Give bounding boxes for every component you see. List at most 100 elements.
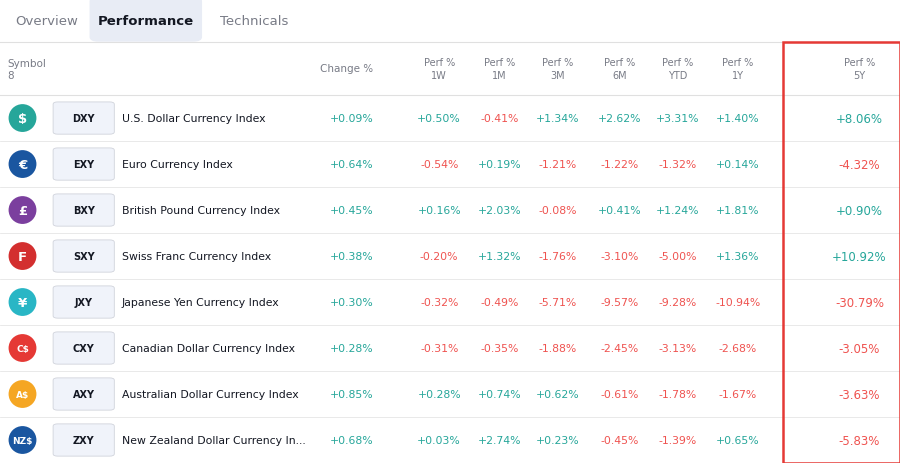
Ellipse shape bbox=[9, 288, 36, 316]
Text: -2.68%: -2.68% bbox=[719, 343, 757, 353]
Text: AXY: AXY bbox=[73, 389, 94, 399]
Text: -1.76%: -1.76% bbox=[539, 251, 577, 262]
FancyBboxPatch shape bbox=[53, 149, 114, 181]
Text: ¥: ¥ bbox=[18, 296, 27, 309]
Text: F: F bbox=[18, 250, 27, 263]
Text: -0.61%: -0.61% bbox=[600, 389, 638, 399]
Text: -0.08%: -0.08% bbox=[539, 206, 577, 216]
Text: 8: 8 bbox=[7, 71, 14, 81]
Bar bbox=[783, 43, 900, 463]
Text: -2.45%: -2.45% bbox=[600, 343, 638, 353]
Text: British Pound Currency Index: British Pound Currency Index bbox=[122, 206, 280, 216]
FancyBboxPatch shape bbox=[0, 142, 900, 188]
FancyBboxPatch shape bbox=[0, 43, 900, 96]
Text: -1.39%: -1.39% bbox=[659, 435, 697, 445]
Text: +2.62%: +2.62% bbox=[598, 114, 641, 124]
FancyBboxPatch shape bbox=[0, 188, 900, 233]
Text: -1.21%: -1.21% bbox=[539, 160, 577, 169]
Text: +0.14%: +0.14% bbox=[716, 160, 760, 169]
Text: -3.63%: -3.63% bbox=[839, 388, 880, 400]
Text: -3.13%: -3.13% bbox=[659, 343, 697, 353]
FancyBboxPatch shape bbox=[0, 417, 900, 463]
Text: CXY: CXY bbox=[73, 343, 94, 353]
FancyBboxPatch shape bbox=[0, 96, 900, 142]
Text: Perf %
6M: Perf % 6M bbox=[604, 58, 634, 81]
Text: U.S. Dollar Currency Index: U.S. Dollar Currency Index bbox=[122, 114, 265, 124]
Text: -3.05%: -3.05% bbox=[839, 342, 880, 355]
Text: NZ$: NZ$ bbox=[13, 436, 32, 444]
Text: Performance: Performance bbox=[98, 15, 194, 28]
FancyBboxPatch shape bbox=[0, 371, 900, 417]
Text: +2.03%: +2.03% bbox=[478, 206, 521, 216]
FancyBboxPatch shape bbox=[0, 233, 900, 279]
Text: +0.23%: +0.23% bbox=[536, 435, 580, 445]
Ellipse shape bbox=[9, 334, 36, 362]
Text: -1.88%: -1.88% bbox=[539, 343, 577, 353]
Text: +8.06%: +8.06% bbox=[836, 113, 883, 125]
Text: +3.31%: +3.31% bbox=[656, 114, 699, 124]
Text: +0.50%: +0.50% bbox=[418, 114, 461, 124]
Text: DXY: DXY bbox=[72, 114, 95, 124]
FancyBboxPatch shape bbox=[783, 0, 900, 463]
Text: New Zealand Dollar Currency In...: New Zealand Dollar Currency In... bbox=[122, 435, 305, 445]
Text: -1.22%: -1.22% bbox=[600, 160, 638, 169]
Text: -0.35%: -0.35% bbox=[481, 343, 518, 353]
FancyBboxPatch shape bbox=[0, 0, 900, 43]
Text: +0.85%: +0.85% bbox=[330, 389, 374, 399]
Text: +0.65%: +0.65% bbox=[716, 435, 760, 445]
Text: Australian Dollar Currency Index: Australian Dollar Currency Index bbox=[122, 389, 298, 399]
FancyBboxPatch shape bbox=[53, 332, 114, 364]
Text: BXY: BXY bbox=[73, 206, 94, 216]
Text: -3.10%: -3.10% bbox=[600, 251, 638, 262]
Text: +1.34%: +1.34% bbox=[536, 114, 580, 124]
Text: -1.32%: -1.32% bbox=[659, 160, 697, 169]
Text: +0.03%: +0.03% bbox=[418, 435, 461, 445]
Text: +0.38%: +0.38% bbox=[330, 251, 374, 262]
Text: -0.41%: -0.41% bbox=[481, 114, 518, 124]
Text: -0.54%: -0.54% bbox=[420, 160, 458, 169]
Text: +0.09%: +0.09% bbox=[329, 114, 373, 124]
Ellipse shape bbox=[9, 151, 36, 179]
Text: SXY: SXY bbox=[73, 251, 94, 262]
Text: Perf %
1Y: Perf % 1Y bbox=[723, 58, 753, 81]
Text: Perf %
5Y: Perf % 5Y bbox=[844, 58, 875, 81]
Text: +0.16%: +0.16% bbox=[418, 206, 461, 216]
Ellipse shape bbox=[9, 380, 36, 408]
Text: -1.67%: -1.67% bbox=[719, 389, 757, 399]
Text: Perf %
3M: Perf % 3M bbox=[543, 58, 573, 81]
Text: €: € bbox=[18, 158, 27, 171]
Text: -5.71%: -5.71% bbox=[539, 297, 577, 307]
Ellipse shape bbox=[9, 426, 36, 454]
Text: +0.90%: +0.90% bbox=[836, 204, 883, 217]
Text: -0.31%: -0.31% bbox=[420, 343, 458, 353]
Text: +2.74%: +2.74% bbox=[478, 435, 521, 445]
Ellipse shape bbox=[9, 197, 36, 225]
Text: Overview: Overview bbox=[15, 15, 78, 28]
Text: ZXY: ZXY bbox=[73, 435, 94, 445]
Ellipse shape bbox=[9, 243, 36, 270]
Text: -5.00%: -5.00% bbox=[659, 251, 697, 262]
Text: Change %: Change % bbox=[320, 64, 374, 74]
Text: +10.92%: +10.92% bbox=[832, 250, 886, 263]
Text: £: £ bbox=[18, 204, 27, 217]
Text: -5.83%: -5.83% bbox=[839, 433, 880, 446]
Text: $: $ bbox=[18, 113, 27, 125]
Text: -0.45%: -0.45% bbox=[600, 435, 638, 445]
Text: +1.32%: +1.32% bbox=[478, 251, 521, 262]
Text: -9.28%: -9.28% bbox=[659, 297, 697, 307]
Text: Technicals: Technicals bbox=[220, 15, 288, 28]
Text: +1.40%: +1.40% bbox=[716, 114, 760, 124]
Text: C$: C$ bbox=[16, 344, 29, 353]
FancyBboxPatch shape bbox=[53, 240, 114, 273]
Text: JXY: JXY bbox=[75, 297, 93, 307]
FancyBboxPatch shape bbox=[53, 286, 114, 319]
Text: +0.45%: +0.45% bbox=[330, 206, 374, 216]
Text: -10.94%: -10.94% bbox=[716, 297, 760, 307]
FancyBboxPatch shape bbox=[53, 424, 114, 456]
Text: -0.32%: -0.32% bbox=[420, 297, 458, 307]
Text: -4.32%: -4.32% bbox=[839, 158, 880, 171]
Text: Swiss Franc Currency Index: Swiss Franc Currency Index bbox=[122, 251, 271, 262]
Text: +0.41%: +0.41% bbox=[598, 206, 641, 216]
Text: +0.19%: +0.19% bbox=[478, 160, 521, 169]
Text: +0.28%: +0.28% bbox=[418, 389, 461, 399]
